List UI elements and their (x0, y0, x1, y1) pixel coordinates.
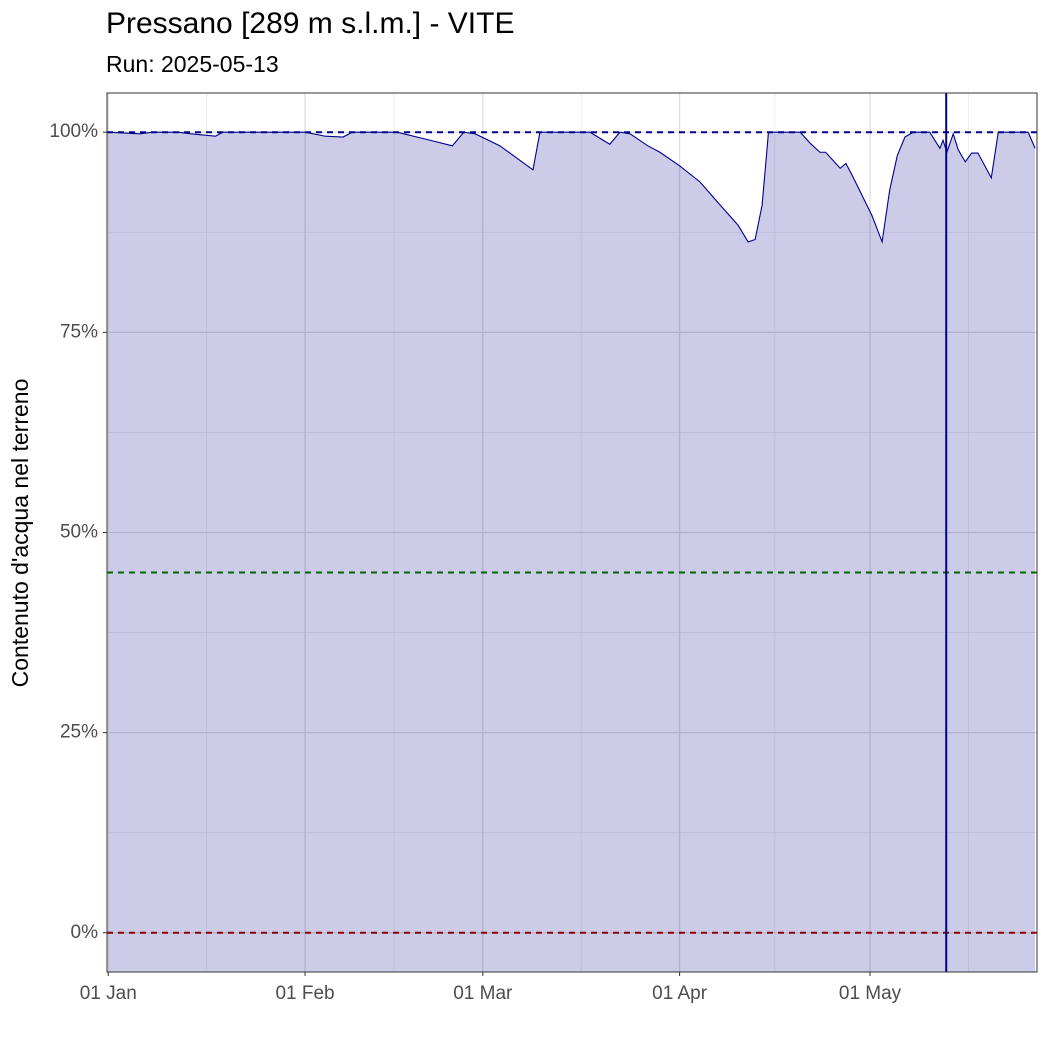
line (108, 131, 1036, 245)
x-tick-label: 01 Mar (453, 983, 513, 1004)
y-tick-label: 75% (60, 321, 98, 342)
area (108, 132, 1036, 972)
y-tick-label: 0% (71, 922, 99, 943)
y-tick-label: 100% (49, 121, 98, 142)
chart-title: Pressano [289 m s.l.m.] - VITE (106, 7, 514, 40)
x-tick-label: 01 Apr (652, 983, 708, 1004)
x-tick-label: 01 Feb (275, 983, 334, 1004)
y-tick-label: 50% (60, 522, 98, 543)
panel-border (106, 92, 1038, 973)
y-axis-title: Contenuto d'acqua nel terreno (7, 379, 33, 688)
x-tick-label: 01 May (839, 983, 902, 1004)
x-tick-label: 01 Jan (80, 983, 137, 1004)
chart-subtitle: Run: 2025-05-13 (106, 51, 279, 77)
y-tick-label: 25% (60, 722, 98, 743)
